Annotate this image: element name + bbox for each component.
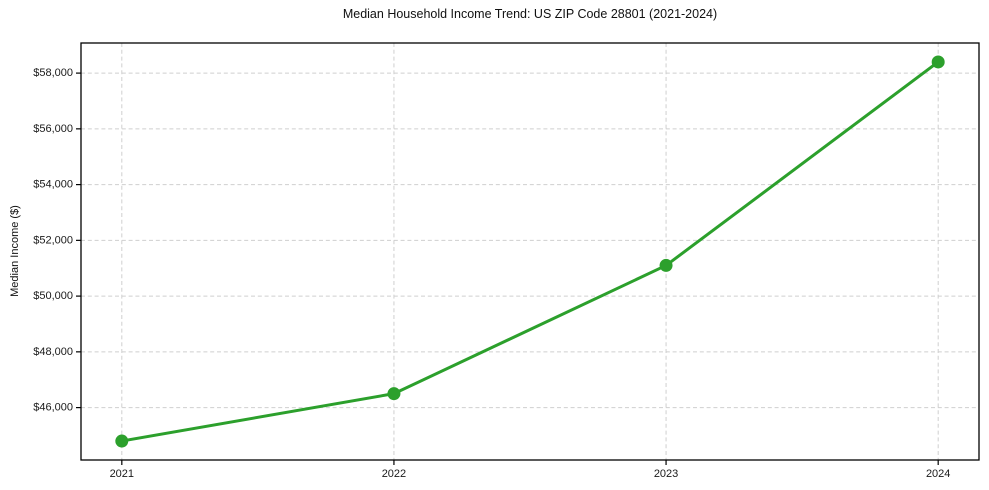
y-tick-label: $54,000 xyxy=(33,179,73,191)
y-tick-label: $56,000 xyxy=(33,123,73,135)
x-tick-label: 2021 xyxy=(110,468,134,480)
plot-border xyxy=(80,42,980,461)
x-tick-label: 2022 xyxy=(382,468,406,480)
y-tick-label: $46,000 xyxy=(33,402,73,414)
data-point-marker xyxy=(931,55,945,69)
income-trend-line xyxy=(120,60,940,443)
chart-title: Median Household Income Trend: US ZIP Co… xyxy=(342,7,718,21)
data-point-marker xyxy=(115,434,129,448)
y-tick-label: $48,000 xyxy=(33,346,73,358)
y-tick-label: $52,000 xyxy=(33,234,73,246)
y-tick-label: $50,000 xyxy=(33,290,73,302)
y-tick-label: $58,000 xyxy=(33,67,73,79)
x-tick-label: 2024 xyxy=(926,468,950,480)
data-point-marker xyxy=(659,258,673,272)
x-tick-label: 2023 xyxy=(654,468,678,480)
data-point-marker xyxy=(387,387,401,401)
